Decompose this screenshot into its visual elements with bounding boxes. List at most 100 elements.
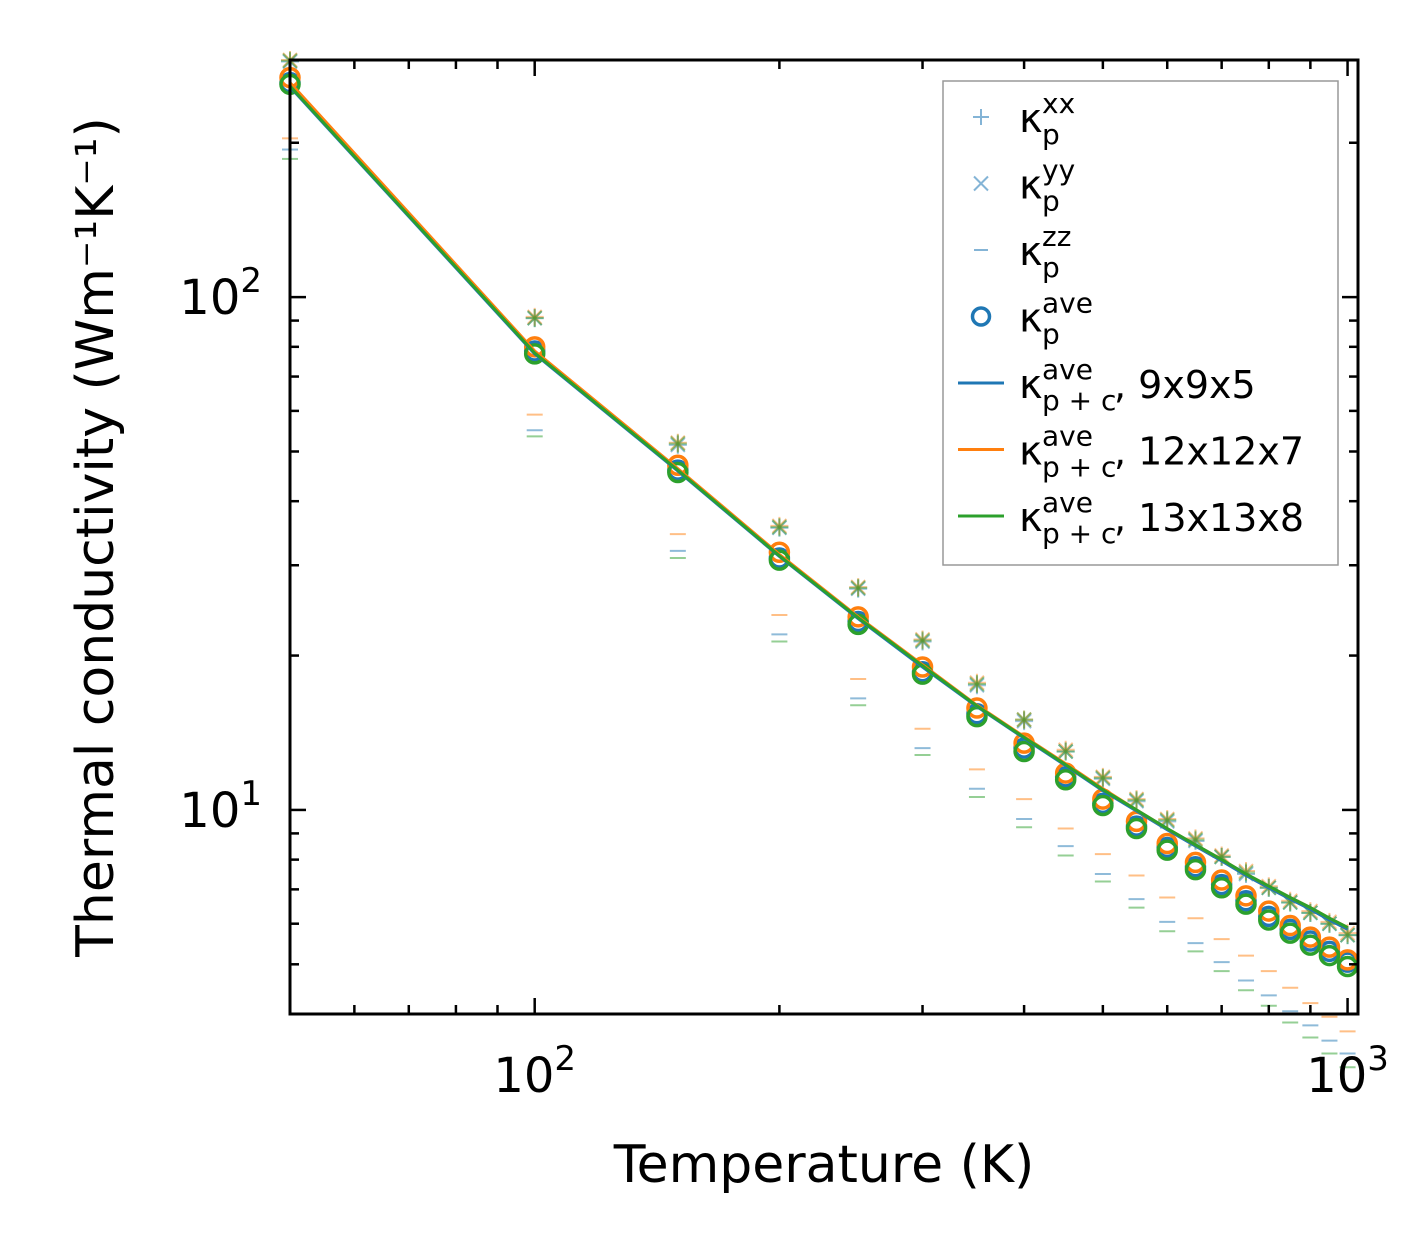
kxx-point-12x12x7 [1056, 740, 1075, 759]
kyy-point-13x13x8 [969, 676, 985, 692]
legend-superscript: xx [1042, 87, 1075, 120]
kave-point-12x12x7 [911, 656, 934, 678]
kave-point-12x12x7 [966, 697, 988, 719]
kave-13x13x8 [279, 73, 1359, 978]
kyy-point-13x13x8 [670, 435, 686, 452]
kyy-point-9x9x5 [1187, 833, 1204, 849]
plot-marks [279, 51, 1359, 1069]
kyy-point-12x12x7 [526, 309, 543, 325]
kxx-point-12x12x7 [525, 307, 544, 326]
legend-cross-marker [973, 175, 989, 192]
kxx-point-13x13x8 [967, 675, 986, 694]
kyy-point-13x13x8 [914, 632, 931, 649]
kave-point-13x13x8 [1156, 839, 1178, 861]
kyy-point-9x9x5 [914, 633, 931, 650]
x-tick-label: 102 [493, 1039, 576, 1104]
kxx-point-12x12x7 [668, 433, 687, 452]
kxx-point-13x13x8 [1056, 742, 1075, 761]
kyy-point-13x13x8 [1128, 792, 1145, 808]
kave-point-13x13x8 [1092, 794, 1114, 817]
kave-point-13x13x8 [1318, 944, 1341, 967]
kyy-point-12x12x7 [1095, 769, 1111, 785]
kxx-point-9x9x5 [1127, 792, 1146, 811]
kave-point-12x12x7 [768, 541, 791, 564]
legend-box [942, 80, 1339, 566]
kyy-point-12x12x7 [1128, 791, 1145, 807]
kyy-point-9x9x5 [1016, 713, 1032, 729]
legend-item-1: κ yyp [973, 154, 1075, 218]
legend-suffix: , 13x13x8 [1114, 496, 1304, 540]
plot-frame [288, 58, 1360, 1016]
kxx-point-9x9x5 [1056, 742, 1075, 761]
tick-base: 10 [1306, 1048, 1367, 1104]
kyy-point-13x13x8 [850, 580, 866, 596]
kxx-point-13x13x8 [525, 309, 544, 328]
kave-point-12x12x7 [847, 606, 869, 628]
kyy-point-12x12x7 [670, 435, 686, 451]
y-axis-label: Thermal conductivity (Wm⁻¹K⁻¹) [66, 117, 126, 958]
kave-point-13x13x8 [1299, 934, 1322, 956]
tick-exp: 3 [1367, 1039, 1389, 1079]
kyy-point-12x12x7 [1016, 711, 1032, 728]
kyy-point-9x9x5 [1057, 743, 1074, 760]
kxx-point-12x12x7 [1015, 710, 1034, 729]
legend-superscript: ave [1042, 486, 1093, 519]
kxx-point-9x9x5 [1015, 712, 1034, 731]
kave-point-13x13x8 [1054, 769, 1077, 791]
kyy-point-9x9x5 [1339, 927, 1356, 943]
kxx-point-13x13x8 [1127, 791, 1146, 810]
tick-exp: 2 [554, 1039, 576, 1079]
y-tick-label: 101 [179, 774, 262, 839]
kxx-point-9x9x5 [525, 309, 544, 328]
kyy-point-9x9x5 [771, 520, 788, 536]
kave-point-13x13x8 [1258, 909, 1280, 931]
kyy-point-13x13x8 [1339, 927, 1356, 943]
tick-base: 10 [179, 783, 240, 839]
kxx-point-9x9x5 [967, 676, 986, 695]
kyy-point-12x12x7 [914, 631, 931, 648]
legend-suffix: , 12x12x7 [1114, 430, 1304, 474]
kyy-point-12x12x7 [771, 518, 788, 534]
kyy-point-9x9x5 [1095, 771, 1111, 787]
kyy-point-12x12x7 [969, 675, 985, 691]
kxx-point-13x13x8 [1015, 710, 1034, 729]
kxx-point-9x9x5 [770, 518, 789, 537]
kave-point-12x12x7 [1184, 851, 1207, 874]
legend-circle-marker [970, 306, 992, 327]
legend-kappa: κ [1019, 296, 1043, 342]
kave-point-13x13x8 [1235, 893, 1257, 915]
kyy-point-13x13x8 [1095, 770, 1111, 786]
kxx-point-9x9x5 [913, 632, 932, 651]
kxx-point-12x12x7 [1127, 790, 1146, 809]
kxx-point-13x13x8 [913, 631, 932, 650]
legend-subscript: p [1042, 318, 1060, 351]
legend-kappa: κ [1019, 429, 1043, 475]
kyy-point-9x9x5 [670, 437, 686, 453]
kxx-point-13x13x8 [1158, 811, 1177, 830]
legend-subscript: p + c [1042, 384, 1116, 417]
legend-subscript: p + c [1042, 451, 1116, 484]
kave-point-13x13x8 [523, 343, 546, 365]
legend-item-2: κ zzp [974, 220, 1071, 284]
legend-kappa: κ [1019, 163, 1043, 209]
kave-point-13x13x8 [1210, 877, 1233, 899]
legend-plus-marker [973, 109, 989, 125]
tick-exp: 1 [240, 774, 262, 814]
x-tick-label: 103 [1306, 1039, 1389, 1104]
kxx-point-12x12x7 [770, 516, 789, 535]
x-axis-label: Temperature (K) [613, 1135, 1035, 1195]
kyy-point-12x12x7 [1213, 847, 1230, 864]
kyy-point-13x13x8 [526, 310, 543, 326]
kxx-point-12x12x7 [849, 578, 868, 597]
kave-point-12x12x7 [1235, 885, 1257, 907]
kave-point-13x13x8 [1013, 740, 1035, 763]
kyy-point-9x9x5 [969, 677, 985, 694]
kave-point-12x12x7 [1279, 914, 1301, 937]
legend-kappa: κ [1019, 362, 1043, 408]
kyy-point-12x12x7 [1159, 811, 1175, 827]
